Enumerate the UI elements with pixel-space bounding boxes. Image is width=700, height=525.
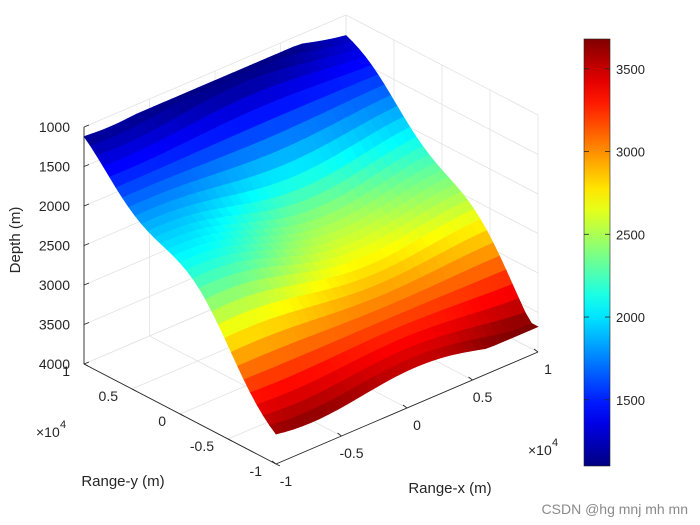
z-tick-label: 3500 — [39, 317, 70, 333]
surface-patch — [522, 323, 539, 331]
grid-line — [345, 54, 539, 155]
watermark: CSDN @hg mnj mh mn — [541, 501, 688, 517]
z-axis-label: Depth (m) — [7, 207, 24, 274]
y-tick-label: -1 — [250, 463, 263, 479]
x-tick-label: 0.5 — [473, 389, 493, 405]
colorbar-tick-label: 2000 — [616, 310, 645, 325]
y-tick-mark — [179, 413, 185, 417]
x-tick-mark — [337, 432, 342, 437]
y-tick-label: 1 — [62, 363, 70, 379]
y-axis-label: Range-y (m) — [81, 473, 164, 490]
z-tick-mark — [83, 282, 90, 286]
y-tick-label: 0.5 — [99, 388, 119, 404]
colorbar-ticks: 1500 2000 2500 3000 3500 — [584, 62, 645, 408]
x-tick-label: 1 — [544, 361, 552, 377]
y-exponent: ×10 4 — [36, 419, 66, 440]
depth-surface — [83, 35, 539, 435]
grid-line — [83, 14, 347, 128]
z-tick-mark — [83, 243, 90, 246]
x-tick-label: 0 — [413, 417, 421, 433]
x-tick-label: -1 — [280, 473, 293, 489]
y-tick-mark — [275, 463, 281, 467]
z-tick-label: 3000 — [39, 277, 70, 293]
z-tick-label: 1500 — [39, 159, 70, 175]
colorbar-tick-label: 3500 — [616, 62, 645, 77]
y-exponent-base: ×10 — [36, 424, 60, 440]
z-tick-label: 2000 — [39, 198, 70, 214]
y-tick-mark — [227, 438, 233, 442]
y-exponent-power: 4 — [60, 419, 66, 431]
colorbar-tick-label: 3000 — [616, 145, 645, 160]
y-tick-label: -0.5 — [190, 438, 214, 454]
x-tick-label: -0.5 — [339, 445, 363, 461]
x-tick-mark — [402, 404, 408, 409]
colorbar-tick-label: 2500 — [616, 227, 645, 242]
z-tick-label: 4000 — [39, 356, 70, 372]
tick-labels: 1000 1500 2000 2500 3000 3500 4000 -1 -0.5 0 0.5 1 -… — [39, 119, 552, 489]
grid-line — [345, 14, 539, 116]
x-exponent: ×10 4 — [528, 437, 558, 458]
x-exponent-base: ×10 — [528, 442, 552, 458]
x-exponent-power: 4 — [552, 437, 558, 449]
z-tick-mark — [83, 164, 90, 167]
y-tick-label: 0 — [158, 413, 166, 429]
z-tick-mark — [83, 203, 90, 207]
z-tick-mark — [83, 361, 90, 365]
y-tick-mark — [83, 363, 89, 367]
colorbar-tick-label: 1500 — [616, 393, 645, 408]
y-tick-mark — [131, 388, 137, 392]
z-tick-mark — [83, 322, 90, 325]
x-tick-mark — [271, 460, 277, 465]
z-tick-mark — [83, 124, 90, 128]
z-tick-label: 1000 — [39, 119, 70, 135]
colorbar — [583, 38, 611, 467]
x-axis-label: Range-x (m) — [408, 480, 491, 497]
z-tick-label: 2500 — [39, 238, 70, 254]
x-tick-mark — [468, 376, 473, 381]
x-tick-mark — [533, 348, 539, 353]
